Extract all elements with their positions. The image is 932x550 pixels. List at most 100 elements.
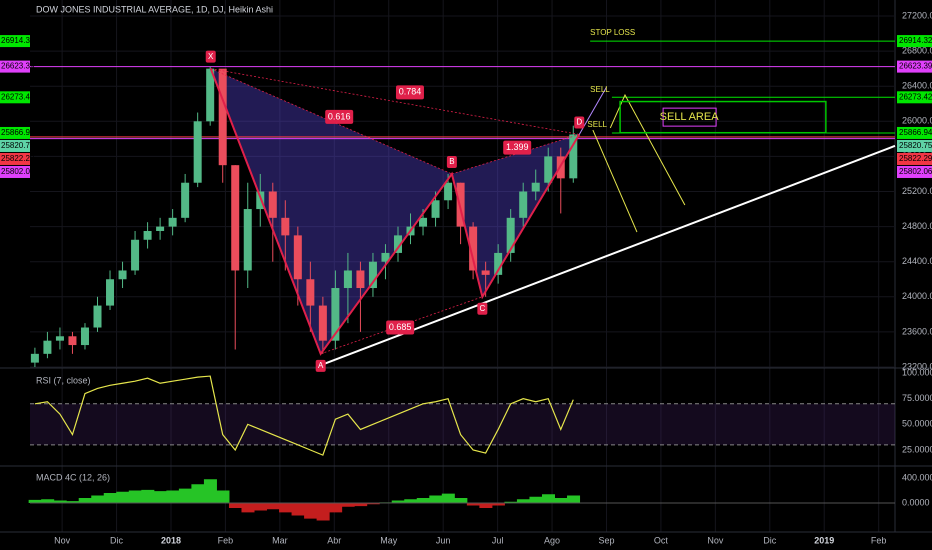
y-tick-label: 25.0000 bbox=[902, 444, 932, 454]
sell-area-label-box bbox=[662, 107, 717, 127]
y-tick-label: 100.000 bbox=[902, 367, 932, 377]
macd-bar bbox=[66, 501, 80, 503]
point-label: D bbox=[576, 118, 582, 127]
candle-body bbox=[268, 191, 277, 218]
annotation: SELL bbox=[587, 120, 607, 129]
y-tick-label: 0.0000 bbox=[902, 497, 930, 507]
macd-bar bbox=[228, 503, 242, 508]
macd-bar bbox=[41, 499, 55, 503]
y-tick-label: 24800.00 bbox=[902, 221, 932, 231]
x-tick-label: Feb bbox=[218, 535, 234, 545]
macd-bar bbox=[466, 503, 480, 506]
macd-bar bbox=[341, 503, 355, 507]
candle-body bbox=[231, 165, 240, 271]
pattern-fill bbox=[210, 68, 452, 354]
candle-body bbox=[519, 191, 528, 218]
level-tag-label: 26914.32 bbox=[1, 36, 35, 45]
candle-body bbox=[456, 182, 465, 227]
candle-body bbox=[368, 261, 377, 289]
candle-body bbox=[494, 252, 503, 275]
background-layer bbox=[0, 0, 932, 533]
macd-bar bbox=[429, 495, 443, 503]
y-tick-label: 25200.00 bbox=[902, 186, 932, 196]
candle-body bbox=[68, 336, 77, 346]
candle-body bbox=[218, 68, 227, 166]
candle-body bbox=[569, 134, 578, 179]
x-tick-label: Ago bbox=[544, 535, 560, 545]
candle-body bbox=[143, 230, 152, 240]
y-tick-label: 24000.00 bbox=[902, 291, 932, 301]
candle-body bbox=[168, 217, 177, 227]
macd-bar bbox=[241, 503, 255, 513]
macd-bar bbox=[554, 498, 568, 503]
point-label: A bbox=[318, 361, 324, 370]
macd-bar bbox=[116, 491, 130, 503]
candle-body bbox=[419, 217, 428, 227]
macd-bar bbox=[191, 484, 205, 503]
candle-body bbox=[306, 279, 315, 306]
candle-body bbox=[469, 226, 478, 271]
candle-body bbox=[206, 68, 215, 122]
sell-area bbox=[619, 100, 827, 134]
level-tag bbox=[897, 91, 932, 104]
level-tag bbox=[897, 60, 932, 73]
x-tick-label: Nov bbox=[707, 535, 724, 545]
level-tag-label: 25820.75 bbox=[899, 141, 932, 150]
level-tag bbox=[0, 152, 30, 165]
macd-bar bbox=[304, 503, 318, 519]
macd-bar bbox=[316, 503, 330, 521]
y-tick-label: 75.0000 bbox=[902, 393, 932, 403]
candle-body bbox=[393, 235, 402, 253]
y-tick-label: 26400.00 bbox=[902, 81, 932, 91]
macd-bar bbox=[391, 500, 405, 503]
candle-body bbox=[118, 270, 127, 280]
level-tag-label: 26914.32 bbox=[899, 36, 932, 45]
point-tag bbox=[205, 50, 216, 63]
plot-layer bbox=[28, 40, 896, 521]
y-tick-label: 400.000 bbox=[902, 472, 932, 482]
point-tag bbox=[477, 302, 488, 315]
y-tick-label: 50.0000 bbox=[902, 419, 932, 429]
point-label: X bbox=[208, 52, 214, 61]
annotation: STOP LOSS bbox=[590, 28, 635, 37]
x-tick-label: Dic bbox=[763, 535, 776, 545]
macd-bar bbox=[53, 500, 67, 503]
candle-body bbox=[243, 209, 252, 271]
trendline bbox=[320, 144, 896, 367]
candle-body bbox=[343, 270, 352, 289]
level-tag-label: 26623.39 bbox=[899, 62, 932, 71]
level-tag-label: 25822.29 bbox=[899, 154, 932, 163]
x-tick-label: Feb bbox=[871, 535, 887, 545]
ratio-label: 0.616 bbox=[328, 111, 351, 121]
level-tag-label: 26273.42 bbox=[899, 92, 932, 101]
label-layer: Nov Dic 2018 Feb Mar Abr May Jun Jul Ago Sep Oct Nov… bbox=[0, 10, 932, 545]
level-tag bbox=[0, 165, 30, 178]
level-tag bbox=[0, 35, 30, 48]
panel-title: MACD 4C (12, 26) bbox=[36, 472, 110, 482]
candle-body bbox=[55, 336, 64, 341]
candle-body bbox=[281, 217, 290, 236]
level-tag-label: 25866.94 bbox=[1, 128, 35, 137]
panel-title: RSI (7, close) bbox=[36, 375, 91, 385]
macd-bar bbox=[291, 503, 305, 516]
point-label: C bbox=[479, 304, 485, 313]
macd-bar bbox=[516, 499, 530, 503]
candle-body bbox=[193, 121, 202, 183]
x-tick-label: Mar bbox=[272, 535, 288, 545]
sell-area-label: SELL AREA bbox=[660, 111, 720, 123]
macd-bar bbox=[529, 496, 543, 503]
macd-bar bbox=[91, 495, 105, 503]
level-tag bbox=[897, 35, 932, 48]
rsi-line bbox=[34, 375, 574, 456]
candle-body bbox=[381, 252, 390, 262]
level-tag bbox=[897, 165, 932, 178]
annotation: SELL bbox=[590, 85, 610, 94]
candle-body bbox=[481, 270, 490, 275]
y-tick-label: 23200.00 bbox=[902, 361, 932, 371]
ratio-label: 0.784 bbox=[399, 87, 422, 97]
level-tag-label: 26623.39 bbox=[1, 62, 35, 71]
level-tag-label: 26273.42 bbox=[1, 92, 35, 101]
candle-body bbox=[444, 182, 453, 201]
macd-bar bbox=[103, 493, 117, 503]
x-tick-label: Jul bbox=[492, 535, 504, 545]
